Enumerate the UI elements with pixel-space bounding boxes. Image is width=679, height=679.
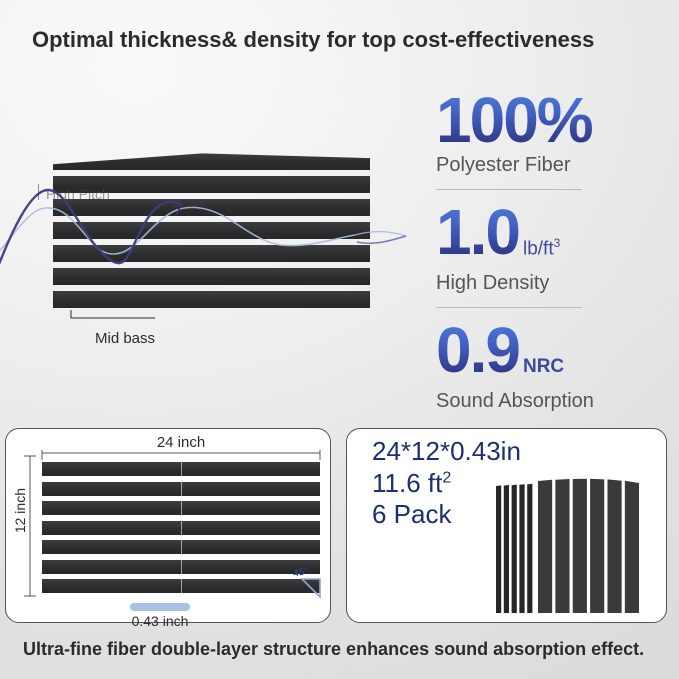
svg-text:45°: 45°	[292, 566, 309, 579]
